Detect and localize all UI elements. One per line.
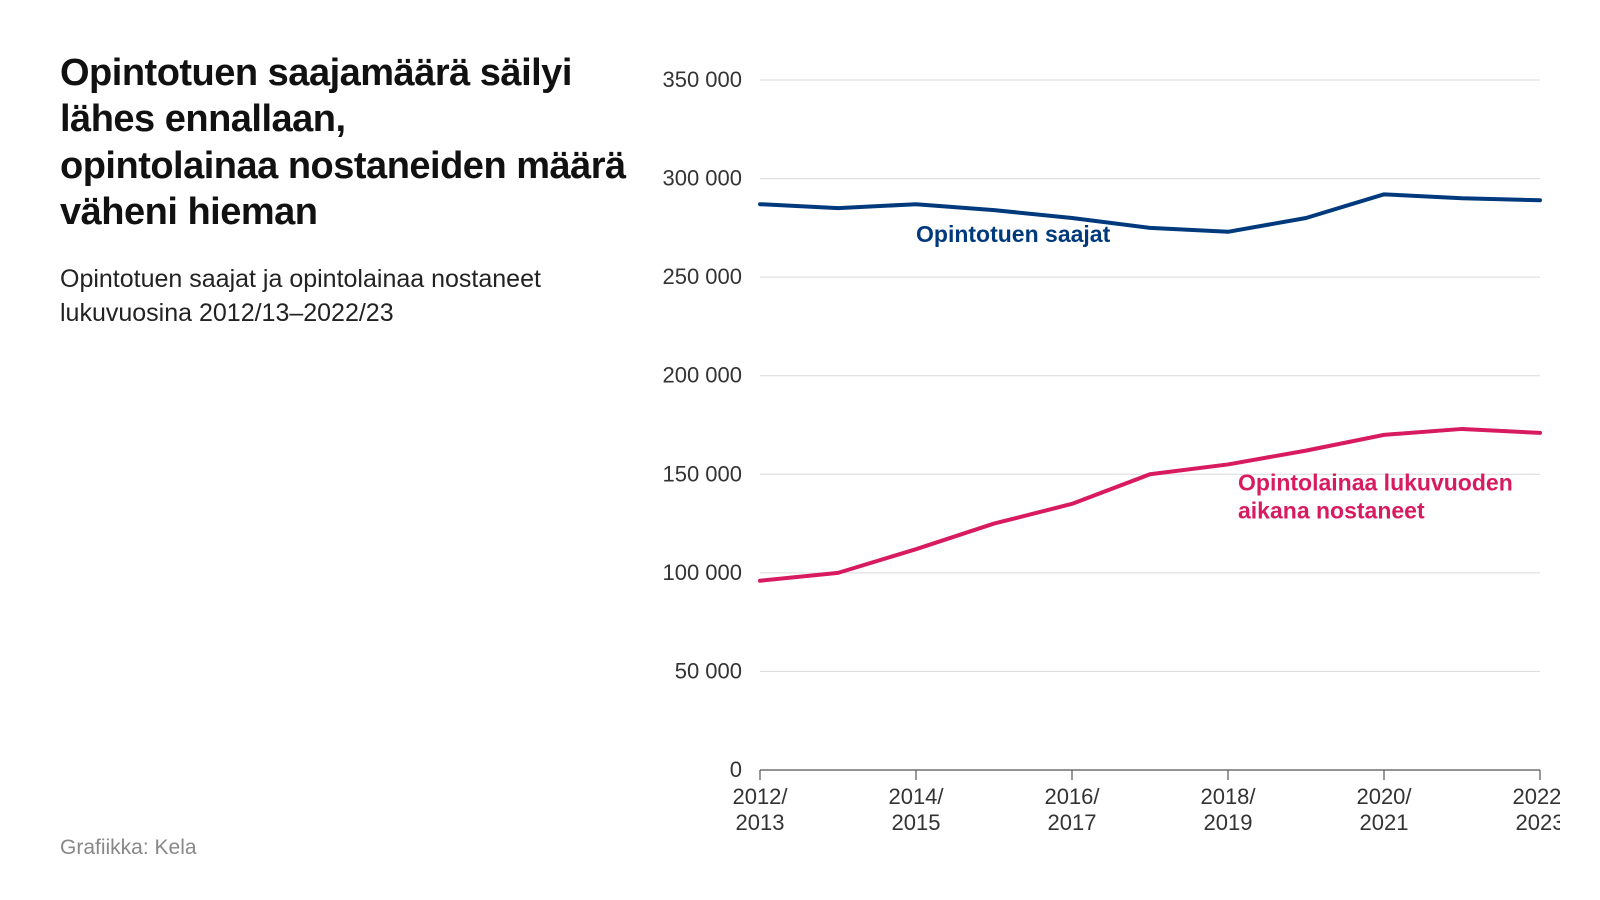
title-line-4: väheni hieman bbox=[60, 191, 317, 233]
x-tick-label-bot: 2021 bbox=[1360, 810, 1409, 835]
y-tick-label: 100 000 bbox=[662, 560, 742, 585]
x-tick-label-bot: 2019 bbox=[1204, 810, 1253, 835]
y-tick-label: 350 000 bbox=[662, 67, 742, 92]
x-tick-label-top: 2020/ bbox=[1356, 784, 1412, 809]
series-label: Opintolainaa lukuvuoden bbox=[1238, 469, 1513, 495]
chart-subtitle: Opintotuen saajat ja opintolainaa nostan… bbox=[60, 263, 640, 331]
title-line-3: opintolainaa nostaneiden määrä bbox=[60, 145, 626, 187]
chart-title: Opintotuen saajamäärä säilyi lähes ennal… bbox=[60, 50, 640, 235]
y-tick-label: 250 000 bbox=[662, 264, 742, 289]
x-tick-label-bot: 2017 bbox=[1048, 810, 1097, 835]
x-tick-label-top: 2018/ bbox=[1200, 784, 1256, 809]
series-line bbox=[760, 194, 1540, 231]
subtitle-line-2: lukuvuosina 2012/13–2022/23 bbox=[60, 299, 394, 327]
x-tick-label-bot: 2015 bbox=[892, 810, 941, 835]
y-tick-label: 0 bbox=[730, 757, 742, 782]
series-label: Opintotuen saajat bbox=[916, 221, 1111, 247]
title-line-1: Opintotuen saajamäärä säilyi bbox=[60, 52, 572, 94]
x-tick-label-top: 2012/ bbox=[732, 784, 788, 809]
subtitle-line-1: Opintotuen saajat ja opintolainaa nostan… bbox=[60, 265, 541, 293]
x-tick-label-bot: 2023 bbox=[1516, 810, 1560, 835]
credit-text: Grafiikka: Kela bbox=[60, 836, 640, 860]
x-tick-label-top: 2022/ bbox=[1512, 784, 1560, 809]
y-tick-label: 150 000 bbox=[662, 461, 742, 486]
x-tick-label-top: 2014/ bbox=[888, 784, 944, 809]
y-tick-label: 300 000 bbox=[662, 166, 742, 191]
y-tick-label: 50 000 bbox=[675, 658, 742, 683]
series-label: aikana nostaneet bbox=[1238, 497, 1425, 523]
x-tick-label-top: 2016/ bbox=[1044, 784, 1100, 809]
x-tick-label-bot: 2013 bbox=[736, 810, 785, 835]
line-chart: 0 50 000 100 000 150 000 200 000 250 000 300 0… bbox=[640, 50, 1560, 870]
y-tick-label: 200 000 bbox=[662, 363, 742, 388]
title-line-2: lähes ennallaan, bbox=[60, 98, 346, 140]
